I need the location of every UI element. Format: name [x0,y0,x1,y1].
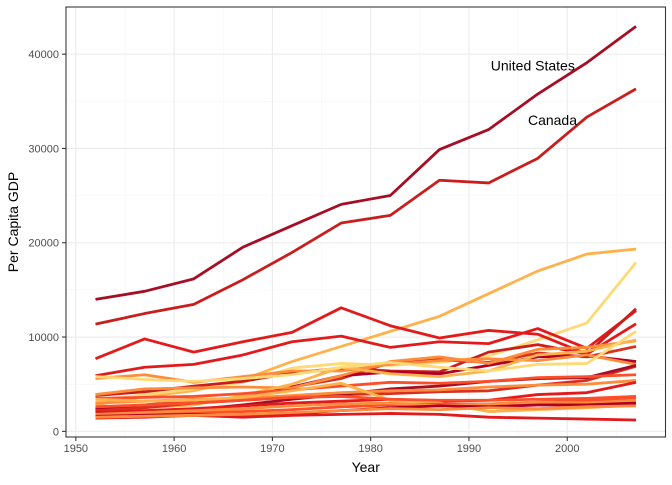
series-line [95,339,637,396]
y-tick-label: 40000 [28,49,59,61]
annotation-label: Canada [528,112,577,128]
annotation-label: United States [491,57,575,73]
series-line [95,398,637,416]
x-tick-label: 1960 [162,443,186,455]
x-axis-title: Year [352,459,381,475]
axes: 1950 1960 1970 1980 1990 20000100002000030000… [28,49,579,455]
y-tick-label: 0 [53,426,59,438]
series-line-united-states [95,25,637,301]
series-line [95,309,637,378]
series-line [95,373,637,400]
y-tick-label: 30000 [28,143,59,155]
x-tick-label: 1980 [358,443,382,455]
series-line [95,404,637,419]
series-lines [94,25,638,422]
series-line-canada [95,87,637,326]
panel-border [65,6,667,438]
series-line [95,395,637,409]
y-tick-label: 10000 [28,332,59,344]
series-line [94,306,637,361]
series-line [95,338,637,413]
annotations: United States Canada [491,57,577,128]
series-line [95,247,637,407]
series-line [95,330,637,383]
series-line [95,380,637,414]
x-tick-label: 2000 [555,443,579,455]
x-tick-label: 1990 [457,443,481,455]
y-tick-label: 20000 [28,238,59,250]
x-tick-label: 1970 [260,443,284,455]
y-axis-title: Per Capita GDP [5,172,21,272]
x-tick-label: 1950 [64,443,88,455]
